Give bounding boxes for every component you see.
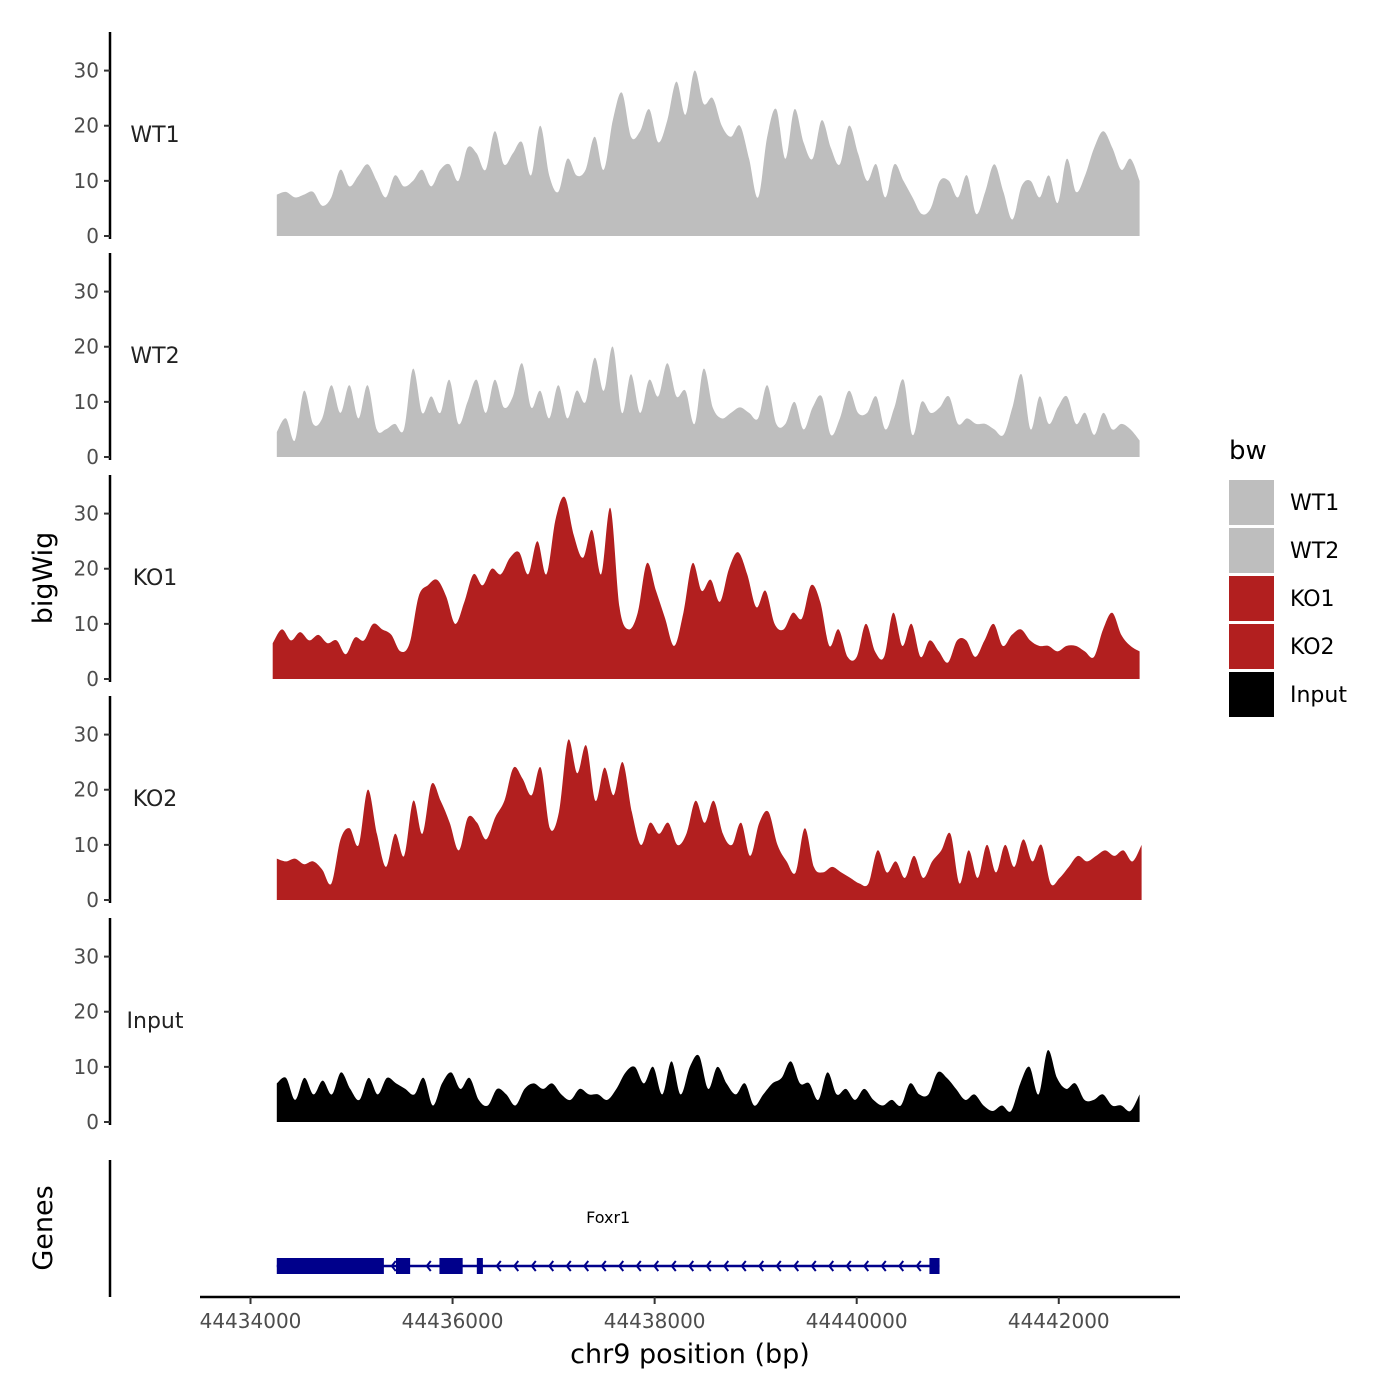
gene-exon <box>439 1258 463 1274</box>
track-label-wt2: WT2 <box>130 344 179 369</box>
legend-swatch-ko1 <box>1229 576 1274 621</box>
legend-swatch-input <box>1229 672 1274 717</box>
strand-arrow <box>653 1260 660 1272</box>
y-tick-label: 0 <box>86 1110 99 1134</box>
strand-arrow <box>828 1260 835 1272</box>
coverage-area-wt1 <box>276 70 1140 236</box>
x-tick-label: 44434000 <box>200 1309 302 1333</box>
y-tick-label: 10 <box>74 1055 99 1079</box>
gene-track-title: Genes <box>28 1185 59 1270</box>
strand-arrow <box>793 1260 800 1272</box>
strand-arrow <box>548 1260 555 1272</box>
strand-arrow <box>618 1260 625 1272</box>
track-wt1: 0 10 20 30 WT1 <box>74 32 1140 248</box>
legend-swatch-wt2 <box>1229 528 1274 573</box>
coverage-area-ko2 <box>276 739 1142 900</box>
y-tick-label: 0 <box>86 445 99 469</box>
x-tick-label: 44442000 <box>1008 1309 1110 1333</box>
legend-title: bw <box>1229 436 1267 466</box>
strand-arrow <box>880 1260 887 1272</box>
strand-arrow <box>425 1260 432 1272</box>
strand-arrow <box>530 1260 537 1272</box>
track-label-wt1: WT1 <box>130 123 179 148</box>
strand-arrow <box>810 1260 817 1272</box>
strand-arrow <box>740 1260 747 1272</box>
track-label-ko1: KO1 <box>133 566 178 591</box>
strand-arrow <box>723 1260 730 1272</box>
y-tick-label: 20 <box>74 778 99 802</box>
strand-arrow <box>513 1260 520 1272</box>
strand-arrow <box>670 1260 677 1272</box>
track-input: 0 10 20 30 Input <box>74 918 1140 1134</box>
gene-exon <box>929 1258 940 1274</box>
strand-arrow <box>705 1260 712 1272</box>
legend-label-input: Input <box>1290 683 1347 708</box>
x-tick-label: 44436000 <box>402 1309 504 1333</box>
strand-arrow <box>758 1260 765 1272</box>
y-tick-label: 20 <box>74 335 99 359</box>
gene-exon <box>476 1258 483 1274</box>
coverage-area-wt2 <box>276 346 1140 457</box>
track-label-ko2: KO2 <box>133 787 178 812</box>
strand-arrow <box>635 1260 642 1272</box>
strand-arrow <box>845 1260 852 1272</box>
legend-swatch-ko2 <box>1229 624 1274 669</box>
gene-exon <box>276 1258 384 1274</box>
gene-track: Foxr1 <box>108 1160 940 1297</box>
y-tick-label: 0 <box>86 667 99 691</box>
strand-arrow <box>915 1260 922 1272</box>
y-tick-label: 0 <box>86 224 99 248</box>
y-tick-label: 20 <box>74 557 99 581</box>
strand-arrow <box>565 1260 572 1272</box>
legend-label-wt2: WT2 <box>1290 539 1339 564</box>
strand-arrow <box>583 1260 590 1272</box>
coverage-area-ko1 <box>272 496 1140 679</box>
y-tick-label: 0 <box>86 888 99 912</box>
legend: bw WT1 WT2 KO1 KO2 Input <box>1229 436 1347 717</box>
y-tick-label: 30 <box>74 280 99 304</box>
x-tick-label: 44438000 <box>604 1309 706 1333</box>
strand-arrow <box>495 1260 502 1272</box>
gene-foxr1: Foxr1 <box>276 1208 940 1274</box>
strand-arrow <box>863 1260 870 1272</box>
strand-arrow <box>390 1260 397 1272</box>
track-ko1: 0 10 20 30 KO1 <box>74 475 1140 691</box>
strand-arrow <box>898 1260 905 1272</box>
y-tick-label: 10 <box>74 833 99 857</box>
strand-arrow <box>775 1260 782 1272</box>
y-tick-label: 30 <box>74 59 99 83</box>
legend-swatch-wt1 <box>1229 480 1274 525</box>
y-tick-label: 20 <box>74 1000 99 1024</box>
coverage-tracks: 0 10 20 30 WT1 0 10 20 30 WT2 0 10 20 30 KO1 0 10 20 30 KO2… <box>74 32 1142 1134</box>
strand-arrow <box>600 1260 607 1272</box>
x-tick-label: 44440000 <box>806 1309 908 1333</box>
legend-label-wt1: WT1 <box>1290 491 1339 516</box>
y-tick-label: 10 <box>74 390 99 414</box>
y-tick-label: 30 <box>74 502 99 526</box>
y-tick-label: 20 <box>74 114 99 138</box>
y-tick-label: 10 <box>74 612 99 636</box>
gene-name-label: Foxr1 <box>586 1208 630 1227</box>
y-tick-label: 10 <box>74 169 99 193</box>
coverage-area-input <box>276 1050 1140 1122</box>
legend-label-ko2: KO2 <box>1290 635 1335 660</box>
track-label-input: Input <box>127 1009 184 1034</box>
legend-label-ko1: KO1 <box>1290 587 1335 612</box>
x-axis-title: chr9 position (bp) <box>570 1339 810 1370</box>
x-axis: 44434000 44436000 44438000 44440000 44442000 <box>200 1295 1180 1333</box>
y-tick-label: 30 <box>74 723 99 747</box>
strand-arrow <box>688 1260 695 1272</box>
y-tick-label: 30 <box>74 945 99 969</box>
y-axis-title: bigWig <box>28 532 59 625</box>
track-wt2: 0 10 20 30 WT2 <box>74 253 1140 469</box>
gene-exon <box>396 1258 411 1274</box>
track-ko2: 0 10 20 30 KO2 <box>74 696 1142 912</box>
